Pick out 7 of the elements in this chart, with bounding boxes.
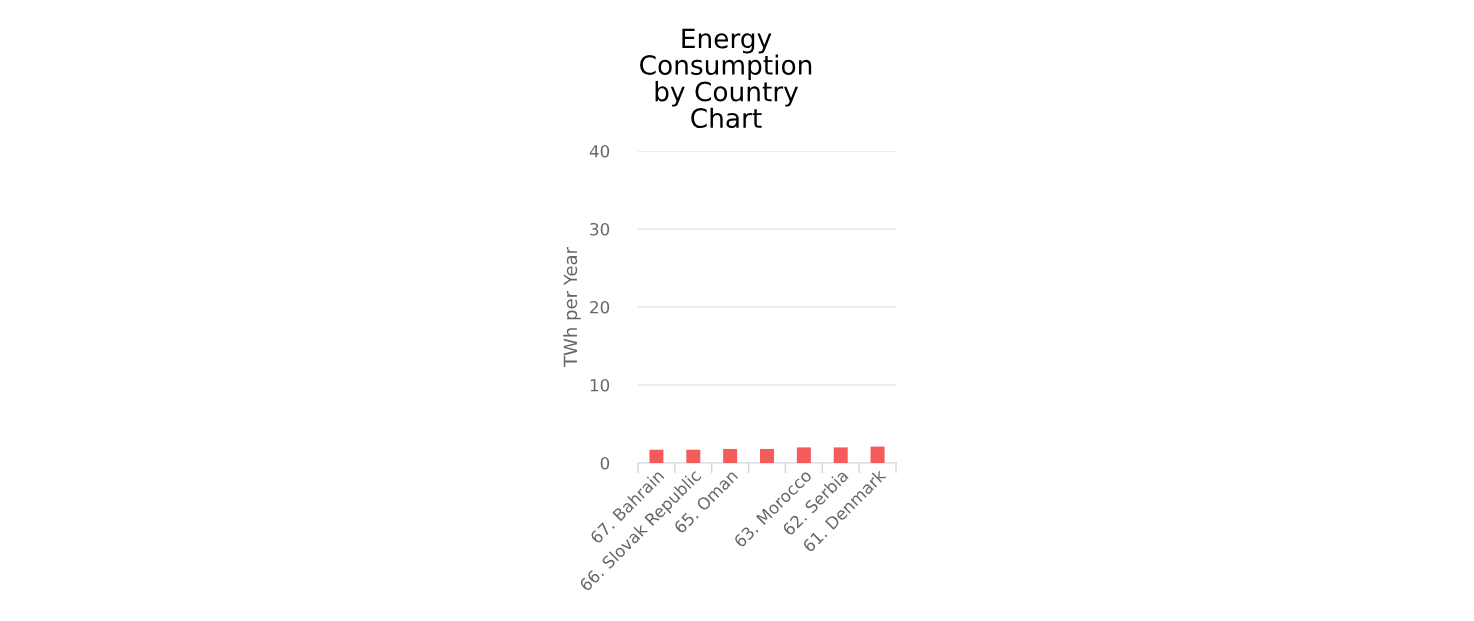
y-tick-label: 0 [600,456,610,470]
chart-title: Energy Consumption by Country Chart [640,28,812,129]
y-tick-label: 40 [589,144,610,158]
y-tick-label: 20 [590,300,610,314]
y-axis-title: TWh per Year [563,246,581,368]
y-tick-label: 10 [590,378,610,392]
y-tick-label: 30 [590,222,610,236]
